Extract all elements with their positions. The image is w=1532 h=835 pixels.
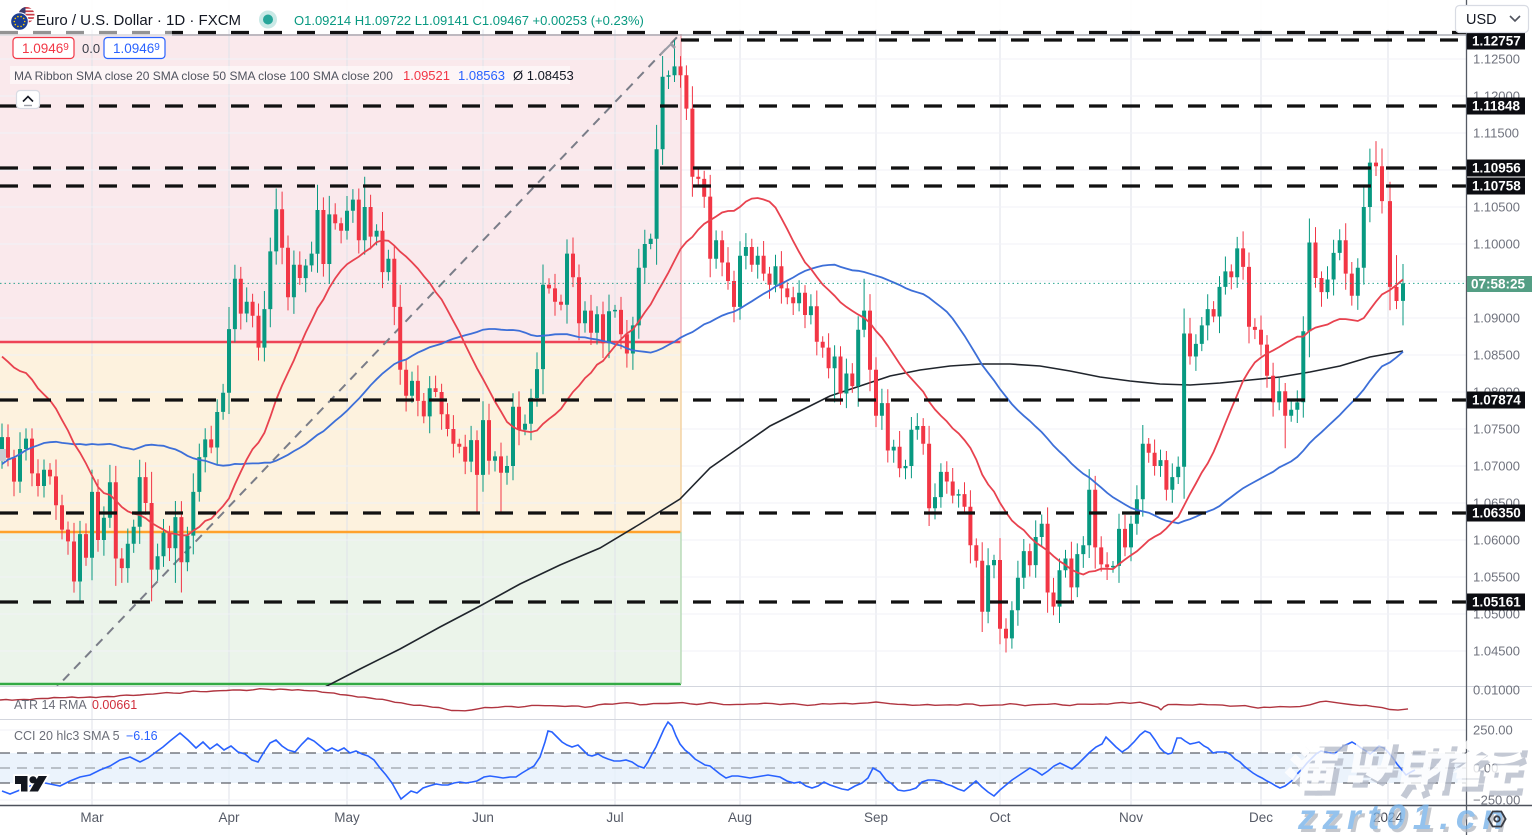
- svg-text:May: May: [334, 810, 360, 825]
- svg-text:250.00: 250.00: [1473, 723, 1513, 738]
- svg-text:1.07000: 1.07000: [1473, 459, 1520, 474]
- svg-text:−250.00: −250.00: [1473, 793, 1520, 808]
- svg-text:Jul: Jul: [606, 810, 623, 825]
- svg-text:Ø 1.08453: Ø 1.08453: [513, 68, 574, 83]
- svg-text:1.09469: 1.09469: [22, 41, 69, 56]
- svg-text:1.10758: 1.10758: [1472, 179, 1521, 194]
- svg-text:1.06000: 1.06000: [1473, 533, 1520, 548]
- svg-text:CCI 20 hlc3 SMA 5: CCI 20 hlc3 SMA 5: [14, 729, 120, 743]
- svg-text:O1.09214 H1.09722 L1.09141 C1.: O1.09214 H1.09722 L1.09141 C1.09467 +0.0…: [294, 13, 644, 28]
- svg-text:1.11848: 1.11848: [1472, 99, 1521, 114]
- svg-text:1.08563: 1.08563: [458, 68, 505, 83]
- svg-text:1.09521: 1.09521: [403, 68, 450, 83]
- svg-text:−6.16: −6.16: [126, 729, 158, 743]
- svg-text:1.05161: 1.05161: [1472, 595, 1521, 610]
- svg-text:1.07874: 1.07874: [1472, 393, 1521, 408]
- svg-text:Sep: Sep: [864, 810, 888, 825]
- svg-text:Dec: Dec: [1249, 810, 1273, 825]
- svg-text:Nov: Nov: [1119, 810, 1143, 825]
- svg-text:zzrt01.cn: zzrt01.cn: [1297, 798, 1511, 835]
- svg-text:1.07500: 1.07500: [1473, 422, 1520, 437]
- svg-text:07:58:25: 07:58:25: [1471, 277, 1526, 292]
- svg-text:2024: 2024: [1373, 810, 1404, 825]
- svg-text:Euro / U.S. Dollar · 1D · FXCM: Euro / U.S. Dollar · 1D · FXCM: [36, 12, 241, 29]
- svg-text:1.05500: 1.05500: [1473, 570, 1520, 585]
- svg-text:0.0: 0.0: [82, 41, 100, 56]
- svg-text:MA Ribbon SMA close 20 SMA clo: MA Ribbon SMA close 20 SMA close 50 SMA …: [14, 69, 393, 83]
- svg-text:1.12500: 1.12500: [1473, 52, 1520, 67]
- svg-text:Aug: Aug: [728, 810, 752, 825]
- svg-text:Oct: Oct: [989, 810, 1010, 825]
- svg-text:1.11500: 1.11500: [1473, 126, 1519, 141]
- svg-text:1.06350: 1.06350: [1472, 506, 1521, 521]
- svg-text:ATR 14 RMA: ATR 14 RMA: [14, 698, 87, 712]
- svg-text:0.01000: 0.01000: [1473, 683, 1520, 698]
- svg-text:1.04500: 1.04500: [1473, 644, 1520, 659]
- svg-text:0.00661: 0.00661: [92, 698, 137, 712]
- svg-text:1.10000: 1.10000: [1473, 237, 1520, 252]
- svg-text:1.09000: 1.09000: [1473, 311, 1520, 326]
- svg-text:zzrt01.cn: zzrt01.cn: [1300, 801, 1514, 835]
- svg-text:Apr: Apr: [218, 810, 240, 825]
- svg-text:1.09469: 1.09469: [113, 41, 160, 56]
- svg-text:1.10956: 1.10956: [1472, 161, 1521, 176]
- svg-text:1.12757: 1.12757: [1472, 34, 1521, 49]
- svg-text:USD: USD: [1466, 12, 1497, 28]
- svg-text:Jun: Jun: [472, 810, 494, 825]
- svg-text:Mar: Mar: [80, 810, 104, 825]
- svg-text:1.10500: 1.10500: [1473, 200, 1520, 215]
- svg-text:1.08500: 1.08500: [1473, 348, 1520, 363]
